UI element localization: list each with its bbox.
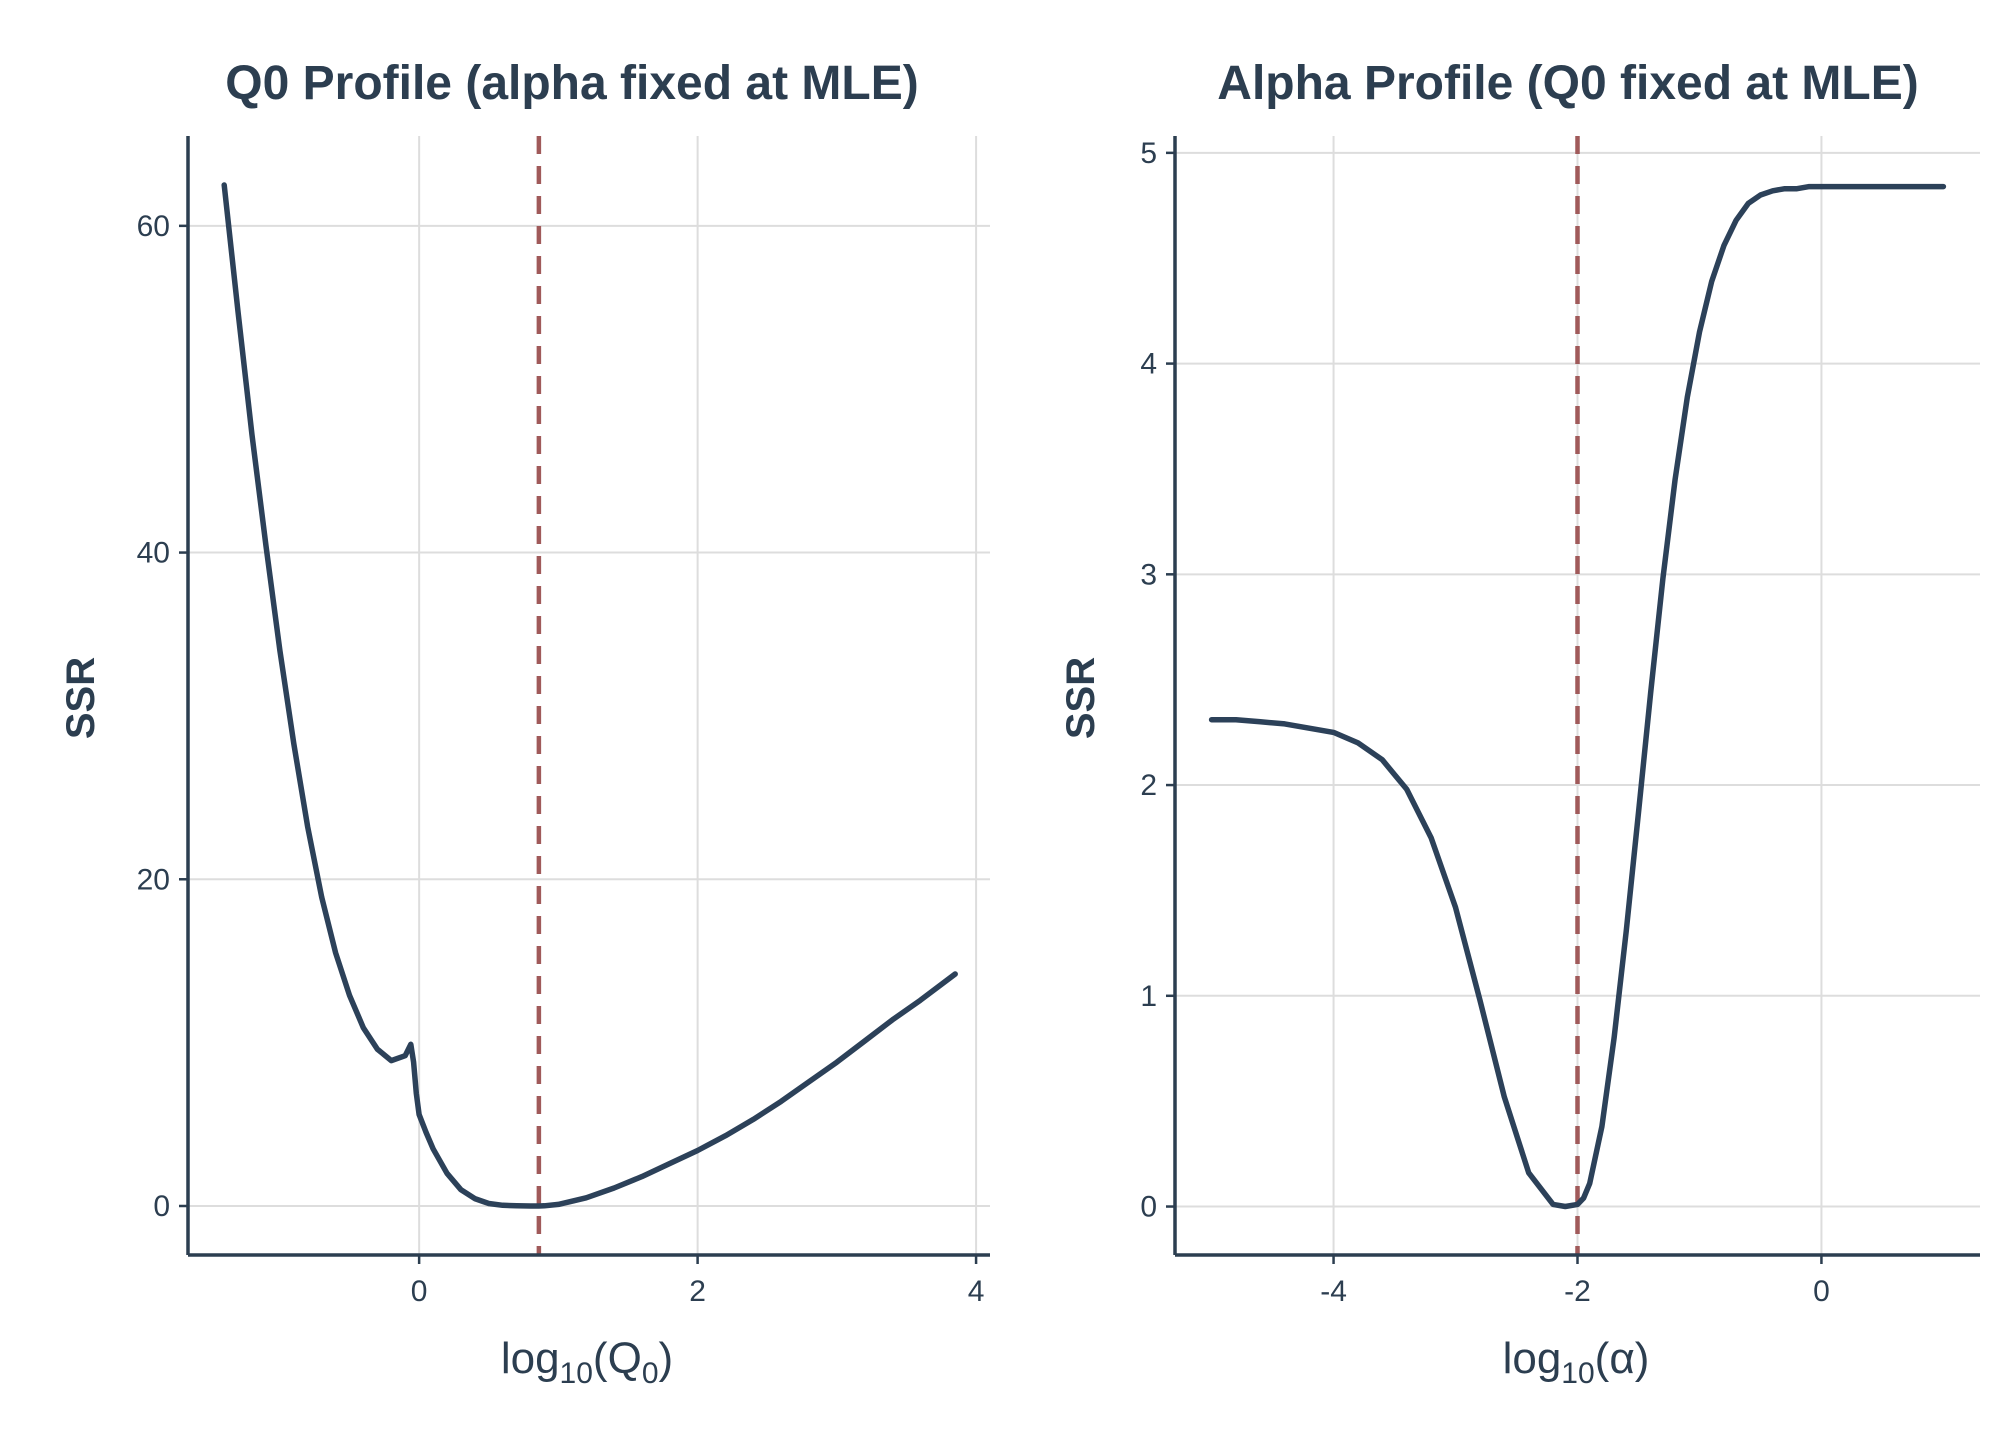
x-tick-label: -2 [1564, 1275, 1591, 1308]
x-tick-label: 4 [968, 1275, 985, 1308]
x-axis-label: log10(Q0) [501, 1334, 673, 1390]
y-axis-label: SSR [1059, 657, 1103, 739]
chart-title: Q0 Profile (alpha fixed at MLE) [225, 57, 918, 110]
y-tick-label: 20 [137, 863, 170, 896]
y-tick-label: 3 [1140, 558, 1157, 591]
x-tick-label: 0 [411, 1275, 428, 1308]
y-tick-label: 4 [1140, 348, 1157, 381]
chart-title: Alpha Profile (Q0 fixed at MLE) [1217, 57, 1918, 110]
y-tick-label: 0 [1140, 1191, 1157, 1224]
y-tick-label: 5 [1140, 137, 1157, 170]
y-axis-label: SSR [59, 657, 103, 739]
y-tick-label: 40 [137, 537, 170, 570]
x-axis-ticks: 0 2 4 [411, 1255, 985, 1308]
y-axis-ticks: 0 20 40 60 [137, 210, 188, 1223]
ssr-curve [221, 182, 958, 1209]
x-tick-label: 2 [689, 1275, 706, 1308]
gridlines [188, 136, 990, 1255]
ssr-curve [1208, 183, 1947, 1210]
axes [186, 136, 990, 1257]
y-axis-ticks: 0 1 2 3 4 5 [1140, 137, 1175, 1224]
x-axis-ticks: -4 -2 0 [1320, 1255, 1830, 1308]
x-axis-label: log10(α) [1503, 1334, 1650, 1390]
x-tick-label: -4 [1320, 1275, 1347, 1308]
y-tick-label: 0 [153, 1190, 170, 1223]
q0-profile-panel: Q0 Profile (alpha fixed at MLE) 0 2 4 0 20 4… [59, 57, 990, 1390]
x-tick-label: 0 [1813, 1275, 1830, 1308]
y-tick-label: 1 [1140, 980, 1157, 1013]
y-tick-label: 60 [137, 210, 170, 243]
alpha-profile-panel: Alpha Profile (Q0 fixed at MLE) -4 -2 0 0 1… [1059, 57, 1980, 1390]
y-tick-label: 2 [1140, 769, 1157, 802]
